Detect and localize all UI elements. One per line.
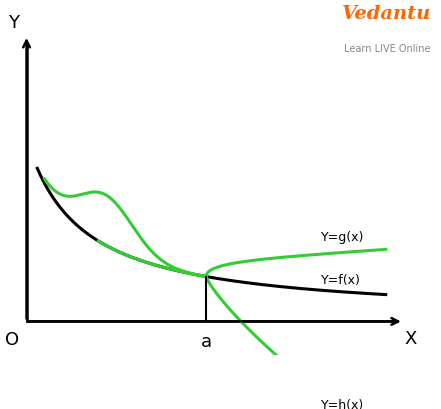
Text: O: O	[5, 331, 19, 350]
Text: Learn LIVE Online: Learn LIVE Online	[344, 44, 431, 54]
Text: Vedantu: Vedantu	[342, 5, 431, 23]
Text: a: a	[201, 333, 212, 351]
Text: X: X	[405, 330, 417, 348]
Text: Y=g(x): Y=g(x)	[321, 231, 364, 244]
Text: Y: Y	[8, 14, 19, 32]
Text: Y=h(x): Y=h(x)	[321, 400, 364, 409]
Text: Y=f(x): Y=f(x)	[321, 274, 361, 287]
